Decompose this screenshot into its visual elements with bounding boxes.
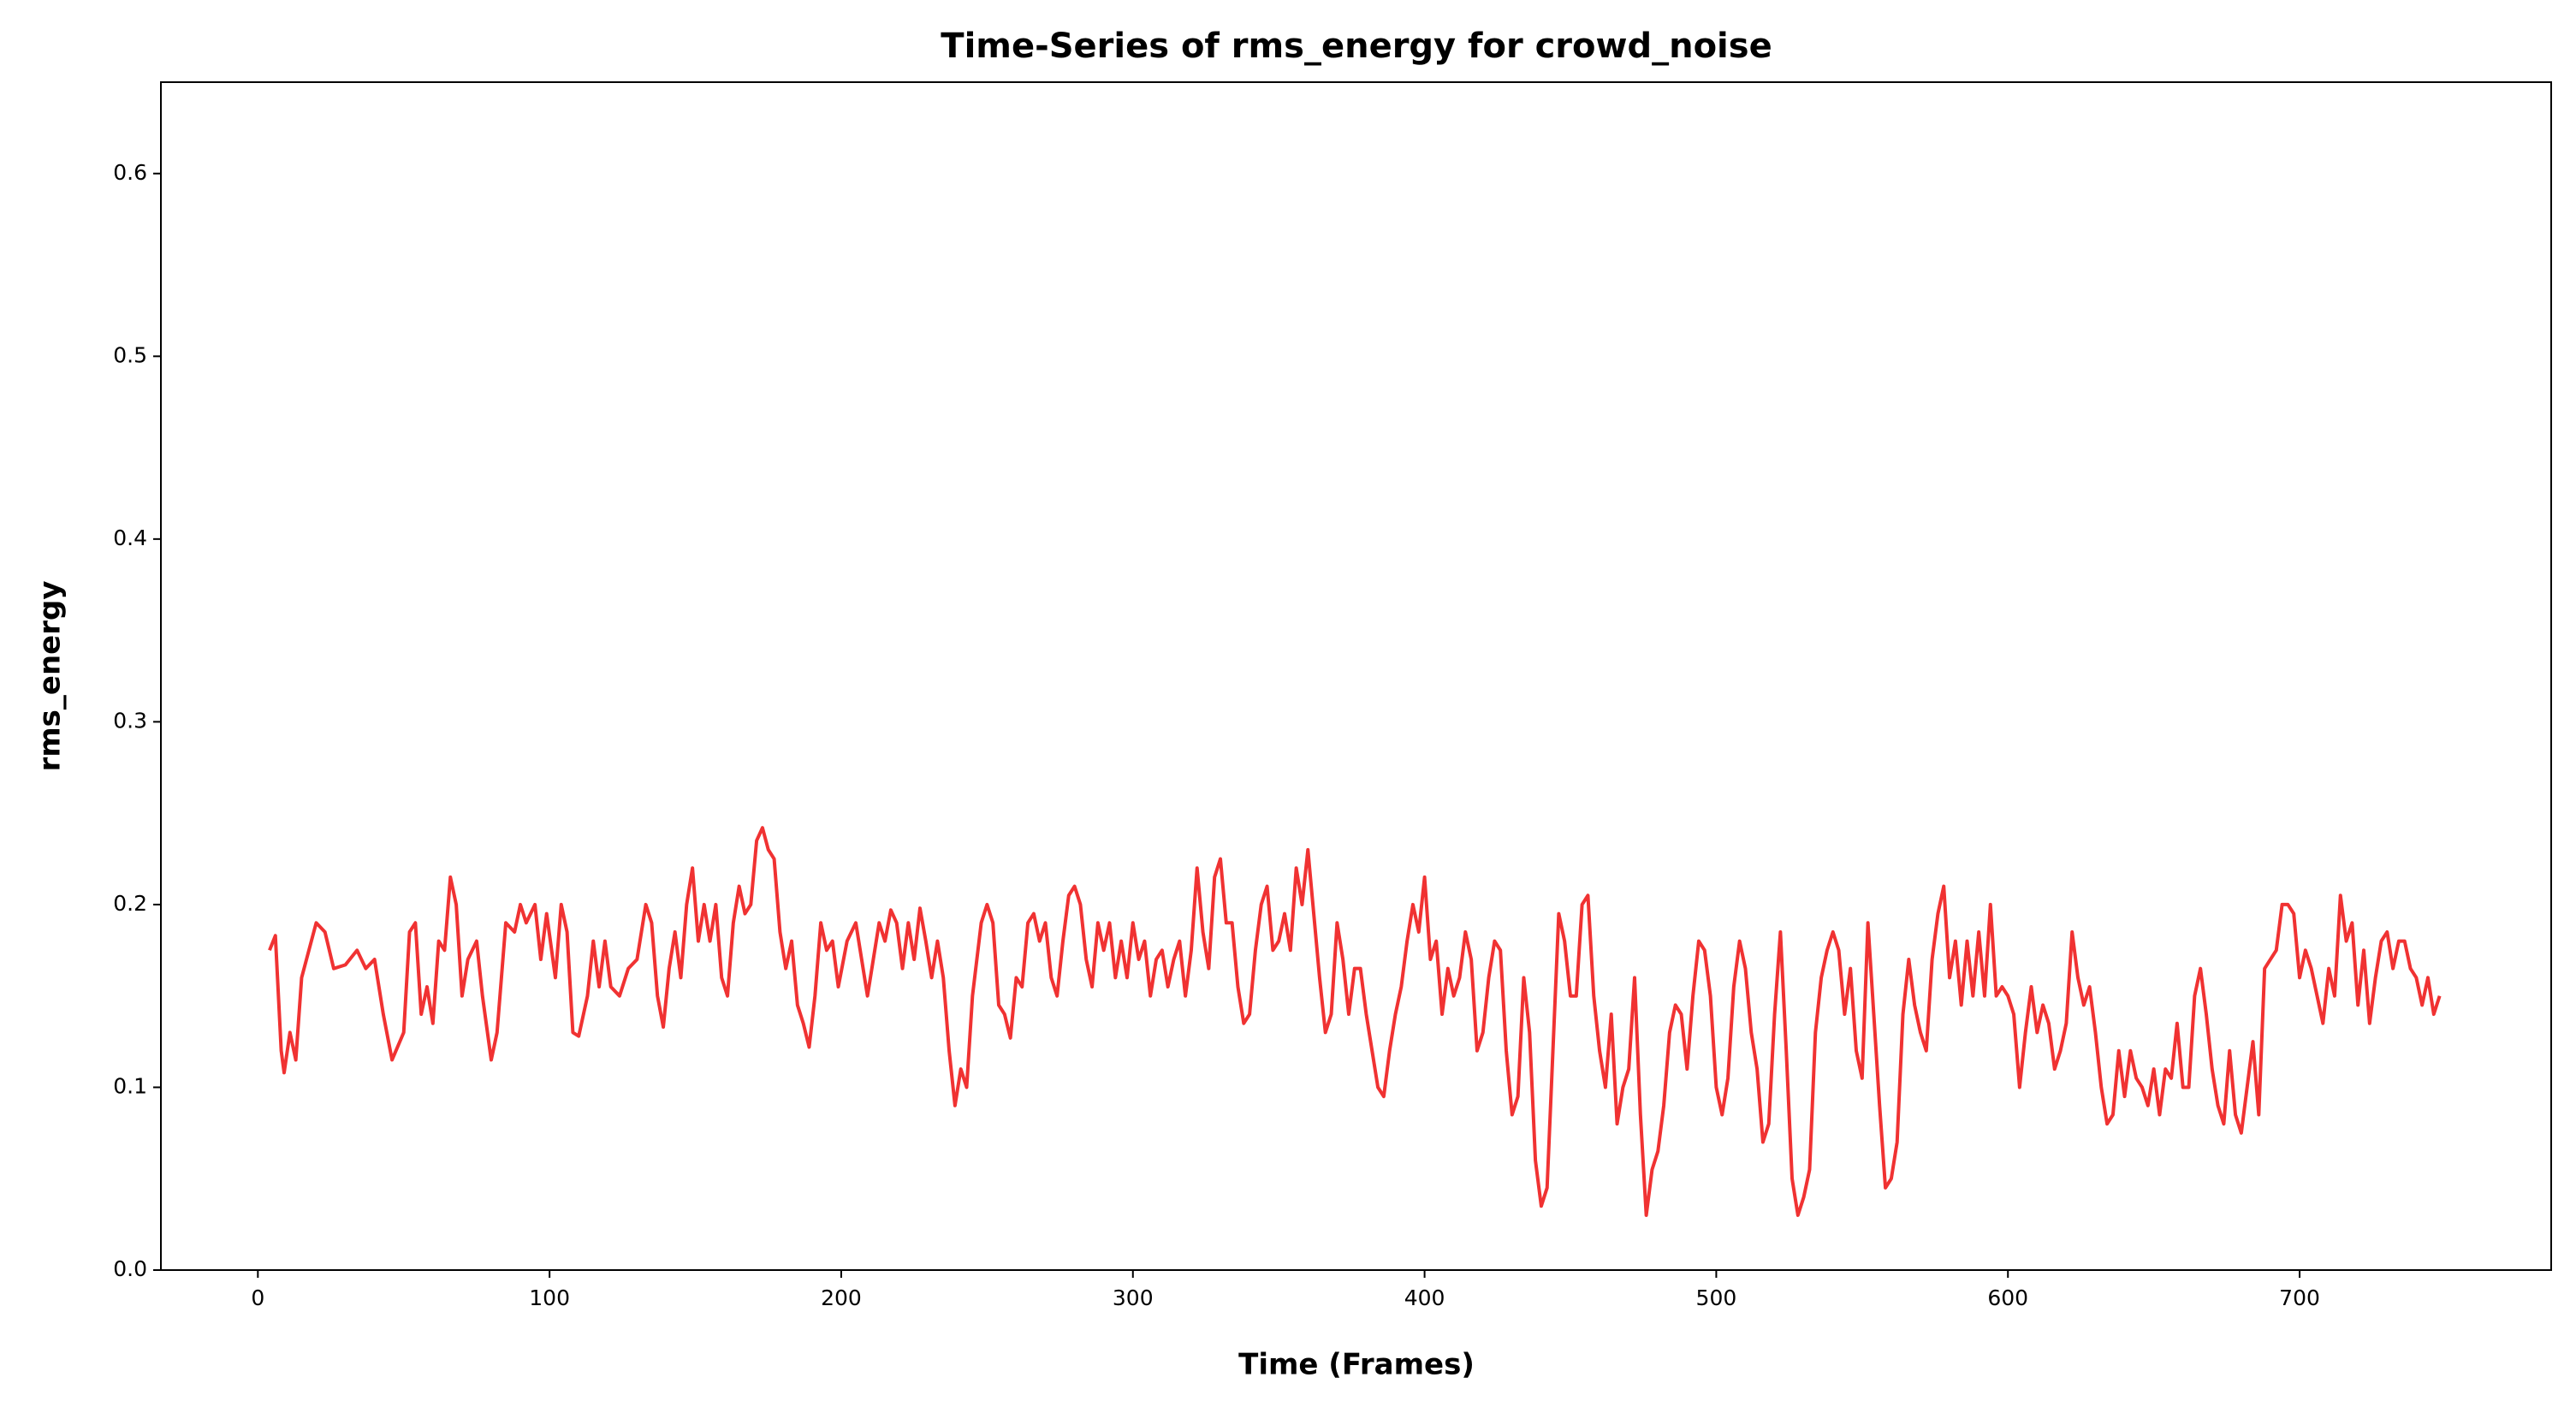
plot-frame	[160, 81, 2552, 1271]
y-axis-label: rms_energy	[33, 580, 68, 771]
y-tick-label: 0.5	[113, 342, 147, 367]
y-tick-label: 0.1	[113, 1073, 147, 1098]
y-tick-label: 0.2	[113, 891, 147, 916]
x-tick-label: 600	[1987, 1285, 2028, 1310]
x-tick-label: 700	[2279, 1285, 2320, 1310]
x-tick-label: 100	[529, 1285, 570, 1310]
x-tick-label: 400	[1404, 1285, 1445, 1310]
x-tick-label: 200	[821, 1285, 862, 1310]
x-tick-label: 500	[1696, 1285, 1737, 1310]
chart-title: Time-Series of rms_energy for crowd_nois…	[941, 27, 1772, 66]
x-tick-label: 0	[251, 1285, 264, 1310]
y-tick-label: 0.4	[113, 525, 147, 550]
x-axis-label: Time (Frames)	[1238, 1348, 1475, 1382]
data-line	[268, 826, 2442, 1217]
y-tick-label: 0.0	[113, 1256, 147, 1281]
x-tick-label: 300	[1113, 1285, 1154, 1310]
y-tick-label: 0.3	[113, 708, 147, 733]
y-tick-label: 0.6	[113, 160, 147, 185]
